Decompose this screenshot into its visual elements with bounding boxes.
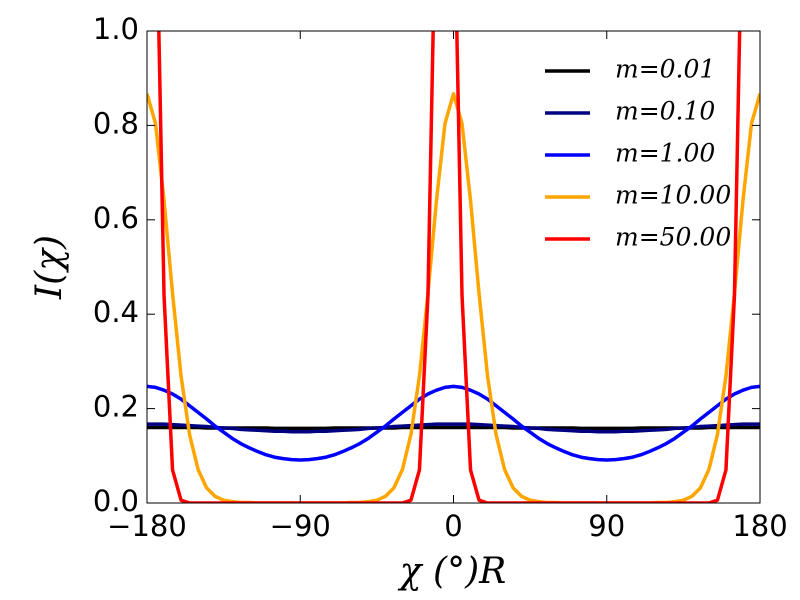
x-tick-label: −180: [107, 509, 187, 543]
y-axis-label: I(χ): [29, 235, 70, 300]
legend-label: m=0.01: [615, 55, 715, 84]
legend-label: m=1.00: [615, 139, 715, 168]
series-line: [147, 384, 760, 462]
x-tick-label: −90: [270, 509, 331, 543]
x-tick-label: 180: [732, 509, 787, 543]
series-line: [147, 422, 760, 434]
x-tick-label: 0: [444, 509, 462, 543]
y-tick-label: 0.2: [93, 390, 139, 424]
y-tick-label: 0.6: [93, 201, 139, 235]
y-tick-label: 0.4: [93, 295, 139, 329]
x-axis-label: χ (°)R: [397, 551, 506, 592]
legend-label: m=50.00: [615, 223, 731, 252]
legend-label: m=10.00: [615, 181, 731, 210]
y-tick-label: 0.0: [93, 484, 139, 518]
legend-label: m=0.10: [615, 97, 715, 126]
y-tick-label: 1.0: [93, 12, 139, 46]
y-tick-label: 0.8: [93, 106, 139, 140]
series-line: [147, 425, 760, 431]
x-tick-label: 90: [588, 509, 625, 543]
